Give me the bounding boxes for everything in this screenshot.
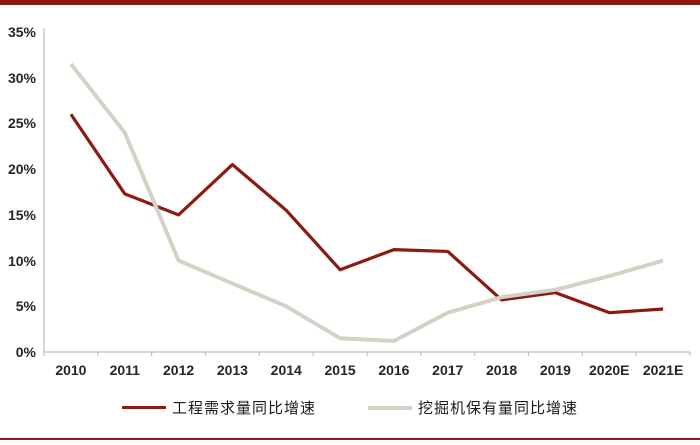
x-tick-label: 2014 <box>270 362 302 378</box>
legend-item-demand-growth: 工程需求量同比增速 <box>121 397 316 418</box>
series-line-0 <box>69 113 664 315</box>
legend-item-excavator-stock-growth: 挖掘机保有量同比增速 <box>368 397 578 418</box>
bottom-border-rule <box>0 438 700 440</box>
chart-legend: 工程需求量同比增速 挖掘机保有量同比增速 <box>0 397 700 418</box>
series-line-1 <box>69 62 664 344</box>
x-tick-label: 2012 <box>163 362 195 378</box>
y-tick-label: 30% <box>7 69 36 86</box>
y-tick-label: 35% <box>7 24 36 40</box>
legend-label-demand-growth: 工程需求量同比增速 <box>171 401 316 417</box>
y-tick-label: 15% <box>7 206 36 223</box>
x-tick-label: 2016 <box>378 362 410 378</box>
y-tick-label: 25% <box>7 115 36 132</box>
legend-label-excavator-stock-growth: 挖掘机保有量同比增速 <box>418 401 579 417</box>
y-tick-label: 20% <box>7 161 36 178</box>
y-tick-label: 0% <box>15 344 36 360</box>
x-tick-label: 2019 <box>539 362 571 378</box>
x-tick-label: 2017 <box>432 362 464 378</box>
x-tick-label: 2018 <box>486 362 518 378</box>
x-tick-label: 2013 <box>216 362 248 378</box>
legend-line-swatch-red <box>121 406 166 409</box>
x-tick-label: 2010 <box>55 362 87 378</box>
top-border-rule <box>0 0 700 5</box>
x-tick-label: 2011 <box>109 362 140 378</box>
legend-line-swatch-gray <box>368 405 412 410</box>
y-tick-label: 10% <box>7 252 36 269</box>
x-tick-label: 2021E <box>642 362 684 378</box>
x-tick-label: 2020E <box>589 362 630 378</box>
y-tick-label: 5% <box>15 298 36 315</box>
x-tick-label: 2015 <box>324 362 356 378</box>
